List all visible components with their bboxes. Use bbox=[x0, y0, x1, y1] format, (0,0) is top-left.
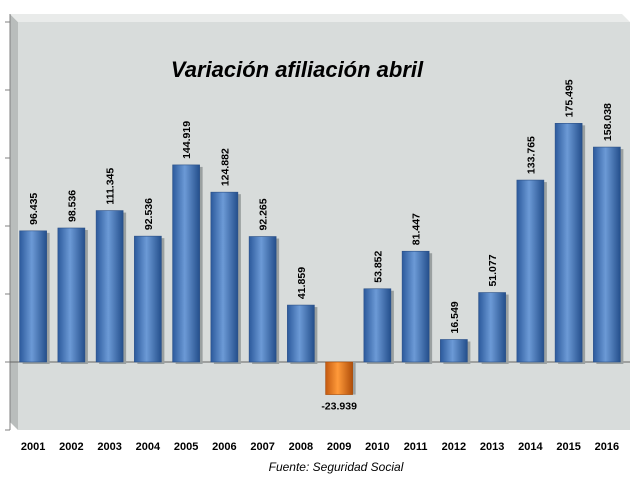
category-label-2002: 2002 bbox=[59, 441, 83, 453]
category-label-2013: 2013 bbox=[480, 441, 504, 453]
bar-2012 bbox=[440, 339, 468, 363]
bar-2013 bbox=[478, 292, 506, 363]
value-label-2012: 16.549 bbox=[449, 301, 461, 333]
value-label-2002: 98.536 bbox=[66, 190, 78, 222]
bar-2004 bbox=[134, 235, 162, 363]
bar-2008 bbox=[287, 304, 315, 363]
category-label-2011: 2011 bbox=[404, 441, 428, 453]
category-label-2014: 2014 bbox=[518, 441, 543, 453]
bar-2014 bbox=[516, 179, 545, 363]
value-label-2007: 92.265 bbox=[258, 198, 270, 230]
chart-title: Variación afiliación abril bbox=[171, 57, 424, 82]
bar-2006 bbox=[210, 191, 239, 363]
value-label-2010: 53.852 bbox=[372, 250, 384, 282]
value-label-2016: 158.038 bbox=[602, 103, 614, 141]
category-label-2015: 2015 bbox=[556, 441, 580, 453]
plot-left-wall bbox=[10, 14, 18, 430]
category-label-2010: 2010 bbox=[365, 441, 389, 453]
bar-2007 bbox=[248, 236, 277, 363]
plot-top-wall bbox=[10, 14, 630, 22]
category-label-2006: 2006 bbox=[212, 441, 236, 453]
bar-2010 bbox=[363, 288, 392, 363]
value-label-2014: 133.765 bbox=[525, 136, 537, 174]
category-label-2012: 2012 bbox=[442, 441, 466, 453]
bars-group bbox=[19, 123, 624, 395]
value-label-2011: 81.447 bbox=[411, 213, 423, 245]
category-labels-group: 2001 2002 2003 2004 2005 2006 2007 2008 2009 2010… bbox=[21, 441, 619, 453]
bar-2011 bbox=[401, 250, 430, 363]
bar-2001 bbox=[19, 230, 47, 363]
category-label-2003: 2003 bbox=[97, 441, 121, 453]
category-label-2016: 2016 bbox=[595, 441, 619, 453]
value-label-2005: 144.919 bbox=[181, 121, 193, 159]
value-label-2013: 51.077 bbox=[487, 254, 499, 286]
bar-2005 bbox=[172, 164, 200, 363]
bar-2015 bbox=[554, 123, 583, 363]
category-label-2004: 2004 bbox=[136, 441, 161, 453]
value-label-2006: 124.882 bbox=[219, 148, 231, 186]
value-label-2009: -23.939 bbox=[321, 401, 357, 413]
category-label-2008: 2008 bbox=[289, 441, 313, 453]
category-label-2001: 2001 bbox=[21, 441, 45, 453]
y-axis-ticks bbox=[5, 21, 10, 431]
value-label-2003: 111.345 bbox=[105, 168, 117, 205]
category-label-2007: 2007 bbox=[250, 441, 274, 453]
bar-2016 bbox=[593, 146, 621, 363]
category-label-2005: 2005 bbox=[174, 441, 198, 453]
category-label-2009: 2009 bbox=[327, 441, 351, 453]
value-label-2001: 96.435 bbox=[28, 193, 40, 225]
value-labels-group: 96.435 98.536 111.345 92.536 144.919 124.882 9… bbox=[28, 79, 614, 412]
source-note: Fuente: Seguridad Social bbox=[269, 460, 404, 474]
value-label-2015: 175.495 bbox=[564, 79, 576, 117]
bar-2003 bbox=[95, 210, 124, 363]
value-label-2004: 92.536 bbox=[143, 198, 155, 230]
bar-2009 bbox=[325, 361, 353, 395]
value-label-2008: 41.859 bbox=[296, 267, 308, 299]
bar-2002 bbox=[57, 227, 86, 363]
